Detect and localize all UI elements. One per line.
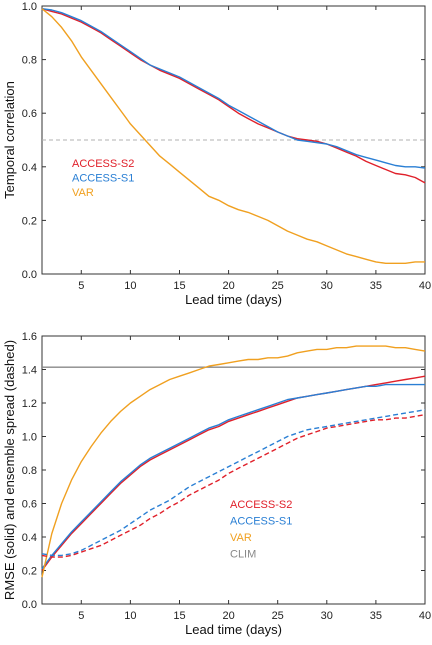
legend-entry: VAR — [72, 187, 94, 199]
y-tick-label: 0.8 — [22, 465, 37, 477]
rmse-panel: 5 10 15 20 25 30 35 40 0.0 0.2 0.4 0.6 0.8 1.0 1.2 1.4 1… — [2, 331, 431, 637]
legend-entry: CLIM — [230, 549, 256, 561]
y-tick-label: 0.0 — [22, 269, 37, 281]
x-tick-label: 25 — [272, 280, 284, 292]
x-tick-label: 15 — [173, 280, 185, 292]
correlation-panel: 5 10 15 20 25 30 35 40 0.0 0.2 0.4 0.6 0.8 1.0 ACCESS-… — [2, 1, 431, 307]
x-tick-label: 20 — [222, 610, 234, 622]
x-tick-label: 30 — [321, 610, 333, 622]
legend-entry: ACCESS-S2 — [72, 158, 134, 170]
x-tick-label: 15 — [173, 610, 185, 622]
legend-entry: ACCESS-S2 — [230, 499, 292, 511]
x-tick-label: 35 — [370, 610, 382, 622]
series-line-access-s1 — [41, 383, 425, 570]
x-axis-label: Lead time (days) — [185, 622, 282, 637]
y-tick-label: 0.6 — [22, 108, 37, 120]
y-tick-label: 0.8 — [22, 55, 37, 67]
series-line-access-s1-spread — [41, 409, 426, 557]
series-line-access-s2-spread — [41, 414, 426, 558]
x-axis-label: Lead time (days) — [185, 292, 282, 307]
series-line-access-s2 — [41, 8, 426, 184]
y-tick-label: 0.4 — [22, 532, 37, 544]
legend-entry: VAR — [230, 532, 252, 544]
series-line-access-s1 — [41, 8, 426, 169]
y-axis-label: Temporal correlation — [2, 81, 17, 199]
y-tick-label: 1.4 — [22, 365, 37, 377]
x-tick-label: 10 — [124, 610, 136, 622]
legend-entry: ACCESS-S1 — [72, 173, 134, 185]
y-tick-label: 0.6 — [22, 499, 37, 511]
x-tick-label: 40 — [419, 280, 431, 292]
y-tick-label: 0.0 — [22, 599, 37, 611]
x-tick-label: 5 — [78, 610, 84, 622]
x-tick-label: 25 — [272, 610, 284, 622]
x-tick-label: 30 — [321, 280, 333, 292]
y-tick-label: 1.0 — [22, 432, 37, 444]
y-tick-label: 0.2 — [22, 566, 37, 578]
y-tick-label: 0.4 — [22, 162, 37, 174]
x-tick-label: 40 — [419, 610, 431, 622]
y-tick-label: 0.2 — [22, 215, 37, 227]
x-tick-label: 20 — [222, 280, 234, 292]
y-tick-label: 1.0 — [22, 1, 37, 13]
legend-entry: ACCESS-S1 — [230, 516, 292, 528]
series-line-var — [41, 8, 425, 264]
series-line-var — [41, 345, 426, 578]
x-tick-label: 5 — [78, 280, 84, 292]
y-tick-label: 1.2 — [22, 398, 37, 410]
y-tick-label: 1.6 — [22, 331, 37, 343]
x-tick-label: 10 — [124, 280, 136, 292]
x-tick-label: 35 — [370, 280, 382, 292]
plot-frame — [41, 335, 426, 605]
y-axis-label: RMSE (solid) and ensemble spread (dashed… — [2, 340, 17, 600]
